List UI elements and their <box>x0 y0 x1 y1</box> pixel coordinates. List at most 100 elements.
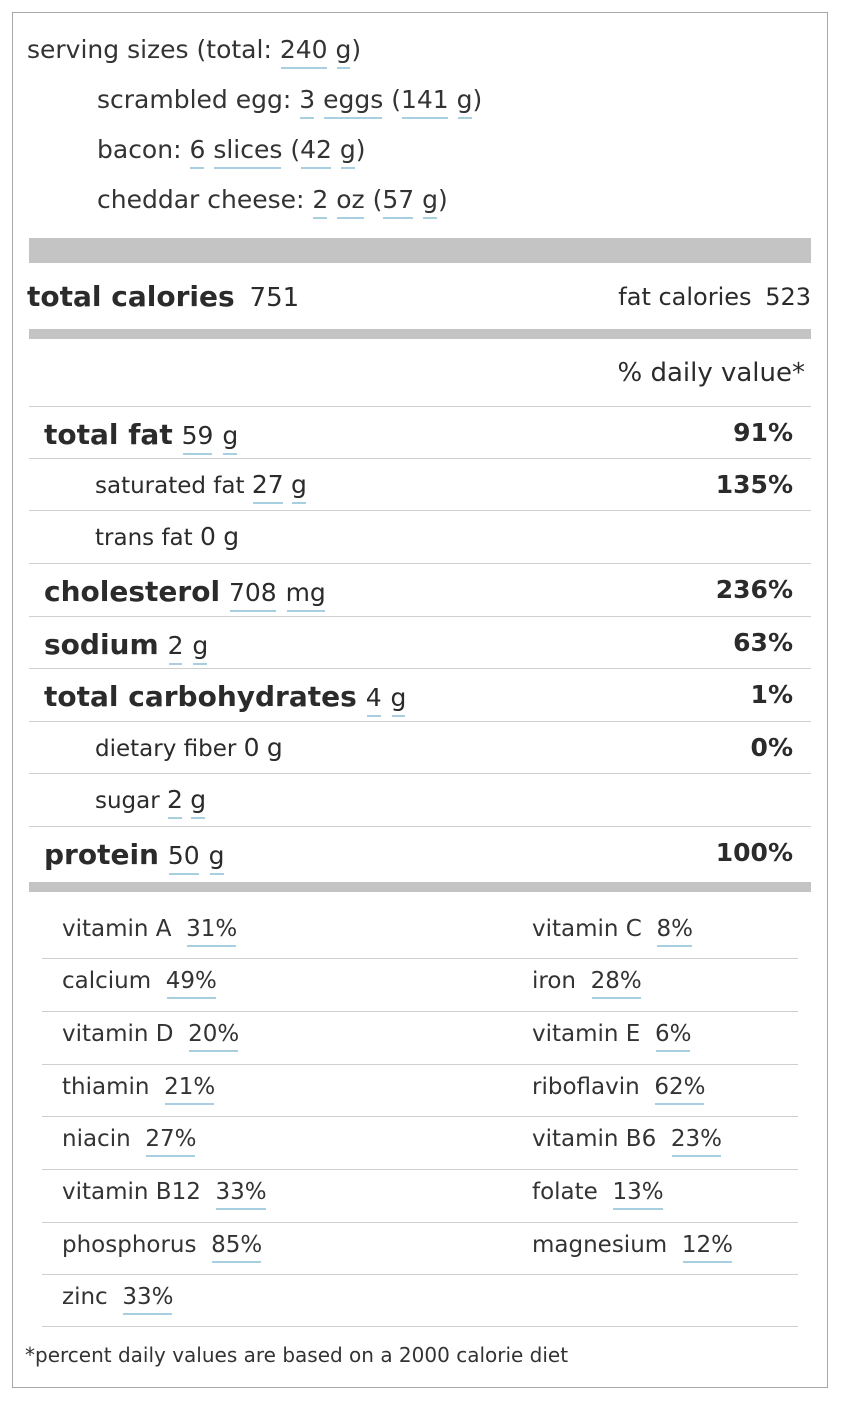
serving-item-unit[interactable]: oz <box>336 185 365 219</box>
vitamin-item: vitamin B6 23% <box>532 1126 722 1157</box>
vitamin-value[interactable]: 33% <box>122 1284 174 1315</box>
serving-item-gunit[interactable]: g <box>456 85 473 119</box>
serving-item-gunit[interactable]: g <box>422 185 439 219</box>
vitamin-value[interactable]: 33% <box>215 1179 267 1210</box>
vitamin-name: iron <box>532 968 576 994</box>
vitamin-value[interactable]: 28% <box>590 968 642 999</box>
nutrient-value[interactable]: 50 <box>167 841 200 875</box>
row-divider <box>29 773 811 774</box>
vitamin-name: magnesium <box>532 1232 668 1258</box>
serving-item-name: cheddar cheese: <box>97 185 305 214</box>
vitamin-name: thiamin <box>62 1074 150 1100</box>
vitamin-item: calcium 49% <box>62 968 217 999</box>
vitamin-name: vitamin B12 <box>62 1179 201 1205</box>
row-divider <box>29 668 811 669</box>
serving-item-name: bacon: <box>97 135 182 164</box>
vitamin-name: riboflavin <box>532 1074 640 1100</box>
nutrient-dv: 236% <box>715 575 793 604</box>
nutrient-value[interactable]: 4 <box>365 683 382 717</box>
nutrient-unit[interactable]: g <box>208 841 225 875</box>
vitamin-value[interactable]: 12% <box>681 1232 733 1263</box>
nutrient-unit[interactable]: g <box>390 683 407 717</box>
divider-band-thin <box>29 329 811 339</box>
nutrient-unit[interactable]: g <box>190 785 207 819</box>
nutrient-value[interactable]: 2 <box>167 785 183 819</box>
serving-item-qty[interactable]: 6 <box>189 135 206 169</box>
row-divider <box>29 616 811 617</box>
nutrient-unit[interactable]: g <box>290 470 307 504</box>
vitamin-value[interactable]: 13% <box>612 1179 664 1210</box>
nutrient-unit[interactable]: g <box>222 421 239 455</box>
vitamin-value[interactable]: 8% <box>656 916 693 947</box>
nutrient-name: trans fat <box>95 525 193 551</box>
vitamin-name: vitamin A <box>62 916 172 942</box>
row-divider <box>42 1222 798 1223</box>
nutrient-value[interactable]: 708 <box>228 578 277 612</box>
vitamin-value[interactable]: 49% <box>165 968 217 999</box>
nutrient-name: sugar <box>95 788 160 814</box>
nutrient-name: protein <box>44 838 159 871</box>
nutrient-name: total fat <box>44 418 173 451</box>
nutrient-row-dietary-fiber: dietary fiber 0 g 0% <box>29 721 811 773</box>
row-divider <box>42 1116 798 1117</box>
nutrient-unit[interactable]: g <box>192 631 209 665</box>
vitamin-name: vitamin D <box>62 1021 174 1047</box>
total-calories-value: 751 <box>249 283 300 313</box>
nutrient-row-trans-fat: trans fat 0 g <box>29 510 811 562</box>
vitamin-name: zinc <box>62 1284 108 1310</box>
nutrient-dv: 1% <box>750 680 793 709</box>
row-divider <box>42 1011 798 1012</box>
vitamin-item: vitamin B12 33% <box>62 1179 267 1210</box>
vitamin-name: calcium <box>62 968 152 994</box>
serving-item-grams[interactable]: 141 <box>400 85 449 119</box>
vitamin-value[interactable]: 62% <box>654 1074 706 1105</box>
serving-item-gunit[interactable]: g <box>339 135 356 169</box>
divider-band-thick <box>29 238 811 263</box>
nutrient-name: cholesterol <box>44 575 221 608</box>
row-divider <box>42 958 798 959</box>
vitamin-item: iron 28% <box>532 968 642 999</box>
nutrient-value[interactable]: 2 <box>167 631 184 665</box>
serving-item-unit[interactable]: slices <box>213 135 283 169</box>
serving-item-qty[interactable]: 3 <box>299 85 316 119</box>
row-divider <box>42 1274 798 1275</box>
vitamin-value[interactable]: 21% <box>164 1074 216 1105</box>
serving-sizes-line: serving sizes (total: 240 g) <box>27 35 362 69</box>
serving-total-unit[interactable]: g <box>335 35 352 69</box>
nutrient-dv: 0% <box>750 733 793 762</box>
row-divider <box>29 406 811 407</box>
nutrient-value[interactable]: 59 <box>181 421 214 455</box>
vitamin-value[interactable]: 85% <box>211 1232 263 1263</box>
row-divider <box>42 1064 798 1065</box>
serving-item-qty[interactable]: 2 <box>312 185 329 219</box>
vitamin-item: vitamin C 8% <box>532 916 693 947</box>
serving-item-grams[interactable]: 42 <box>300 135 332 169</box>
nutrient-row-total-carbohydrates: total carbohydrates 4 g 1% <box>29 668 811 720</box>
vitamin-name: folate <box>532 1179 598 1205</box>
vitamin-name: vitamin C <box>532 916 642 942</box>
vitamin-value[interactable]: 23% <box>670 1126 722 1157</box>
vitamin-name: vitamin E <box>532 1021 641 1047</box>
nutrition-facts-panel: serving sizes (total: 240 g) scrambled e… <box>12 12 828 1388</box>
total-calories-label: total calories <box>27 280 235 313</box>
vitamin-value[interactable]: 6% <box>654 1021 692 1052</box>
serving-item-grams[interactable]: 57 <box>382 185 415 219</box>
nutrient-value: 0 <box>243 733 260 762</box>
footnote: *percent daily values are based on a 200… <box>25 1343 569 1367</box>
nutrient-unit[interactable]: mg <box>285 578 326 612</box>
vitamin-value[interactable]: 31% <box>186 916 238 947</box>
nutrient-name: dietary fiber <box>95 736 237 762</box>
serving-item-unit[interactable]: eggs <box>323 85 384 119</box>
vitamin-value[interactable]: 20% <box>188 1021 240 1052</box>
divider-band-thin-2 <box>29 882 811 892</box>
row-divider <box>29 458 811 459</box>
vitamin-item: zinc 33% <box>62 1284 174 1315</box>
vitamin-value[interactable]: 27% <box>145 1126 197 1157</box>
row-divider <box>42 1326 798 1327</box>
nutrient-name: sodium <box>44 628 159 661</box>
vitamin-item: riboflavin 62% <box>532 1074 706 1105</box>
serving-total-value[interactable]: 240 <box>279 35 328 69</box>
fat-calories-label: fat calories <box>618 283 752 311</box>
nutrient-value[interactable]: 27 <box>251 470 284 504</box>
vitamin-item: niacin 27% <box>62 1126 197 1157</box>
